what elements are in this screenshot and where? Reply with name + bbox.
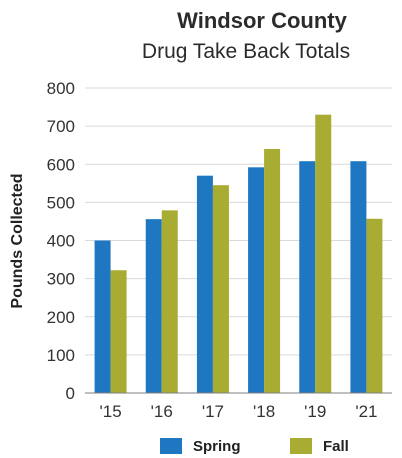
- y-tick-label: 600: [47, 155, 75, 174]
- bar-fall: [264, 149, 281, 393]
- chart-title: Windsor County: [177, 8, 347, 33]
- bar-fall: [110, 270, 127, 393]
- y-tick-label: 200: [47, 308, 75, 327]
- legend-label-spring: Spring: [193, 438, 241, 455]
- y-tick-label: 500: [47, 193, 75, 212]
- x-tick-label: '17: [202, 402, 224, 421]
- legend-swatch-spring: [160, 438, 182, 454]
- x-tick-label: '19: [304, 402, 326, 421]
- bar-spring: [145, 219, 162, 393]
- y-tick-label: 400: [47, 232, 75, 251]
- x-tick-label: '18: [253, 402, 275, 421]
- y-axis-ticks: 0 100 200 300 400 500 600 700 800: [47, 79, 75, 403]
- x-tick-label: '16: [151, 402, 173, 421]
- bars: [94, 114, 383, 393]
- gridlines: [85, 87, 392, 356]
- chart-subtitle: Drug Take Back Totals: [142, 40, 350, 63]
- bar-fall: [161, 210, 178, 393]
- y-tick-label: 100: [47, 346, 75, 365]
- legend-label-fall: Fall: [323, 438, 349, 455]
- bar-fall: [366, 218, 383, 393]
- x-axis-ticks: '15 '16 '17 '18 '19 '21: [100, 402, 378, 421]
- bar-spring: [196, 175, 213, 393]
- y-tick-label: 300: [47, 270, 75, 289]
- bar-spring: [248, 167, 265, 393]
- bar-fall: [212, 185, 229, 393]
- bar-spring: [299, 161, 316, 393]
- y-tick-label: 800: [47, 79, 75, 98]
- x-tick-label: '15: [100, 402, 122, 421]
- bar-fall: [315, 114, 332, 393]
- y-tick-label: 0: [66, 384, 75, 403]
- bar-spring: [350, 161, 367, 393]
- legend: Spring Fall: [160, 438, 349, 455]
- y-axis-label: Pounds Collected: [9, 173, 26, 308]
- legend-swatch-fall: [290, 438, 312, 454]
- bar-spring: [94, 240, 111, 393]
- x-tick-label: '21: [355, 402, 377, 421]
- y-tick-label: 700: [47, 117, 75, 136]
